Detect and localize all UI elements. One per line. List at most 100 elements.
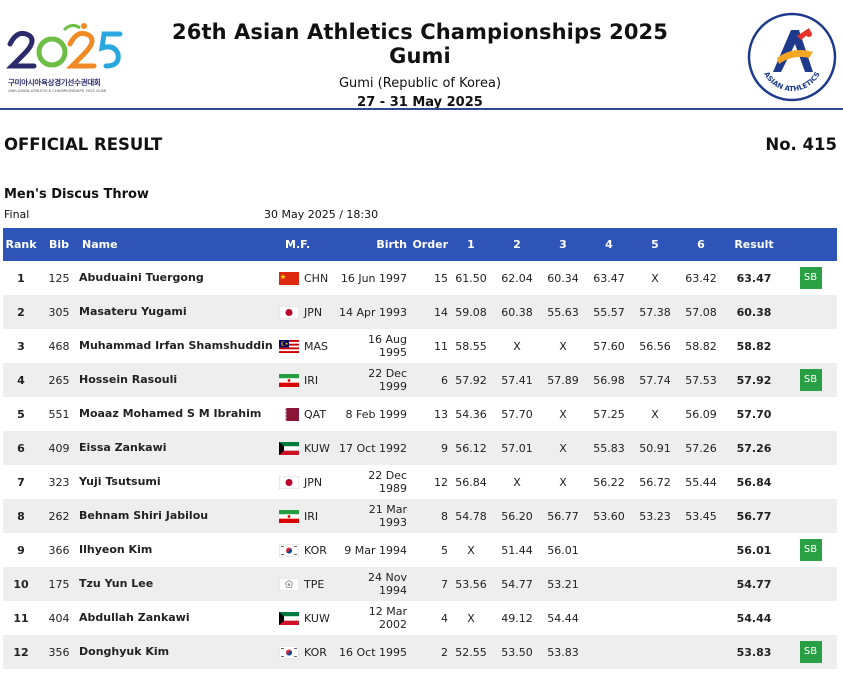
attempt-5-cell: 50.91 xyxy=(632,431,678,465)
table-row: 8 262 Behnam Shiri Jabilou IRI 21 Mar 1993 8 5… xyxy=(3,499,837,533)
athlete-name: Yuji Tsutsumi xyxy=(79,475,161,488)
athlete-name: Eissa Zankawi xyxy=(79,431,279,465)
country-code: TPE xyxy=(304,577,325,591)
attempt-4-cell: 56.22 xyxy=(593,475,625,489)
page-header: 구미아시아육상경기선수권대회 26th ASIAN ATHLETICS CHAM… xyxy=(0,0,843,110)
col-mf: M.F. xyxy=(279,228,339,261)
attempt-1-cell: 54.78 xyxy=(448,499,494,533)
birth-cell: 16 Jun 1997 xyxy=(340,271,407,285)
bib-cell: 366 xyxy=(48,543,70,557)
order-cell: 4 xyxy=(441,611,448,625)
mas-flag xyxy=(279,339,299,353)
col-attempt-1: 1 xyxy=(448,228,494,261)
note-cell xyxy=(784,465,837,499)
bib-cell: 323 xyxy=(48,475,70,489)
birth-cell: 16 Aug 1995 xyxy=(368,333,407,359)
attempt-3-cell: X xyxy=(559,339,567,353)
bib-cell: 305 xyxy=(39,295,79,329)
attempt-6-cell: 57.26 xyxy=(678,431,724,465)
attempt-2-cell: 62.04 xyxy=(501,271,533,285)
bib-cell: 404 xyxy=(48,611,70,625)
asian-athletics-logo: ASIAN ATHLETICS xyxy=(747,12,837,102)
rank-cell: 4 xyxy=(3,363,39,397)
birth-cell: 9 Mar 1994 xyxy=(344,543,407,557)
bib-cell: 125 xyxy=(48,271,70,285)
country-cell: KOR xyxy=(279,533,339,567)
attempt-4-cell: 57.60 xyxy=(593,339,625,353)
attempt-2-cell: 57.41 xyxy=(494,363,540,397)
order-cell: 11 xyxy=(434,339,448,353)
attempt-4-cell xyxy=(586,533,632,567)
event-datetime: 30 May 2025 / 18:30 xyxy=(264,208,379,221)
result-cell: 58.82 xyxy=(736,339,772,353)
bib-cell: 409 xyxy=(39,431,79,465)
jpn-flag xyxy=(279,305,299,319)
attempt-6-cell: 56.09 xyxy=(685,407,717,421)
kuw-flag xyxy=(279,611,299,625)
attempt-1-cell: 54.36 xyxy=(455,407,487,421)
header-divider xyxy=(0,108,843,110)
result-number: No. 415 xyxy=(765,135,837,154)
athlete-name: Donghyuk Kim xyxy=(79,635,279,669)
attempt-3-cell: X xyxy=(559,407,567,421)
result-cell: 53.83 xyxy=(724,635,784,669)
country-code: KUW xyxy=(304,441,330,455)
attempt-1-cell: X xyxy=(467,543,475,557)
order-cell: 12 xyxy=(434,475,448,489)
table-row: 3 468 Muhammad Irfan Shamshuddin MAS 16 Aug … xyxy=(3,329,837,363)
attempt-6-cell: 53.45 xyxy=(678,499,724,533)
season-best-badge: SB xyxy=(799,369,822,391)
country-code: MAS xyxy=(304,339,328,353)
result-cell: 54.77 xyxy=(724,567,784,601)
country-code: KUW xyxy=(304,611,330,625)
attempt-6-cell: 58.82 xyxy=(685,339,717,353)
attempt-1-cell: X xyxy=(467,611,475,625)
country-cell: KUW xyxy=(279,431,339,465)
result-cell: 54.44 xyxy=(736,611,772,625)
country-cell: MAS xyxy=(279,329,339,363)
attempt-3-cell: 56.77 xyxy=(540,499,586,533)
result-cell: 63.47 xyxy=(736,271,772,285)
athlete-name: Ilhyeon Kim xyxy=(79,543,153,556)
col-note xyxy=(784,228,837,261)
note-cell: SB xyxy=(784,635,837,669)
jpn-flag xyxy=(279,475,299,489)
attempt-4-cell xyxy=(586,635,632,669)
col-bib: Bib xyxy=(39,228,79,261)
note-cell: SB xyxy=(784,533,837,567)
col-attempt-5: 5 xyxy=(632,228,678,261)
country-cell: JPN xyxy=(279,295,339,329)
athlete-name: Abdullah Zankawi xyxy=(79,611,190,624)
country-code: IRI xyxy=(304,373,319,387)
birth-cell: 12 Mar 2002 xyxy=(368,605,407,631)
note-cell xyxy=(784,601,837,635)
country-cell: KOR xyxy=(279,635,339,669)
attempt-5-cell: X xyxy=(651,271,659,285)
birth-cell: 8 Feb 1999 xyxy=(345,407,407,421)
table-row: 1 125 Abuduaini Tuergong CHN 16 Jun 1997 15 61… xyxy=(3,261,837,295)
order-cell: 9 xyxy=(407,431,448,465)
logo-korean-text: 구미아시아육상경기선수권대회 xyxy=(8,78,101,87)
attempt-2-cell: 49.12 xyxy=(501,611,533,625)
order-cell: 14 xyxy=(407,295,448,329)
attempt-4-cell: 57.25 xyxy=(593,407,625,421)
attempt-1-cell: 52.55 xyxy=(448,635,494,669)
official-result-label: OFFICIAL RESULT xyxy=(4,135,163,154)
attempt-5-cell: X xyxy=(651,407,659,421)
tpe-flag xyxy=(279,577,299,591)
attempt-6-cell xyxy=(678,533,724,567)
table-row: 12 356 Donghyuk Kim KOR 16 Oct 1995 2 52.55 53.… xyxy=(3,635,837,669)
attempt-4-cell: 53.60 xyxy=(586,499,632,533)
note-cell xyxy=(784,329,837,363)
attempt-4-cell: 55.83 xyxy=(586,431,632,465)
attempt-4-cell: 56.98 xyxy=(586,363,632,397)
attempt-5-cell: 53.23 xyxy=(632,499,678,533)
qat-flag xyxy=(279,407,299,421)
attempt-2-cell: 56.20 xyxy=(494,499,540,533)
attempt-3-cell: 53.21 xyxy=(540,567,586,601)
bib-cell: 551 xyxy=(48,407,70,421)
kuw-flag xyxy=(279,441,299,455)
note-cell xyxy=(784,499,837,533)
attempt-6-cell: 57.53 xyxy=(678,363,724,397)
attempt-3-cell: X xyxy=(559,475,567,489)
